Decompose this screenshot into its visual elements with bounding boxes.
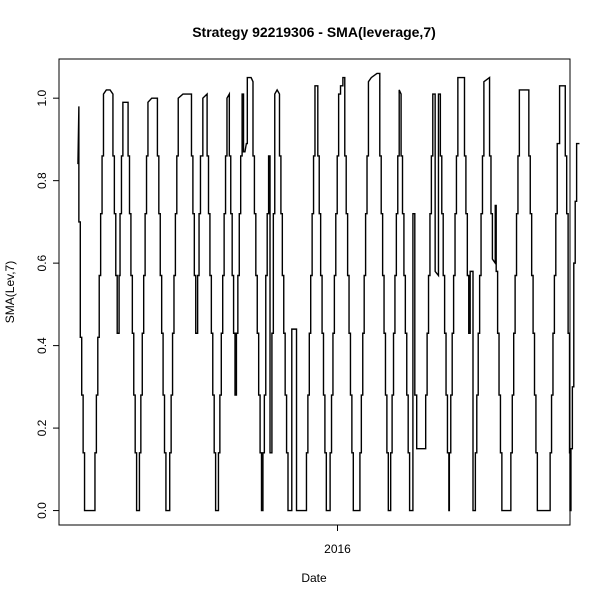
- y-tick-label: 1.0: [35, 90, 49, 107]
- chart-title: Strategy 92219306 - SMA(leverage,7): [192, 24, 436, 40]
- y-tick-label: 0.0: [35, 502, 49, 519]
- y-tick-label: 0.6: [35, 254, 49, 271]
- y-tick-label: 0.8: [35, 172, 49, 189]
- x-tick-label: 2016: [324, 542, 351, 556]
- x-axis-label: Date: [301, 571, 327, 585]
- y-tick-label: 0.2: [35, 419, 49, 436]
- y-axis: 0.0 0.2 0.4 0.6 0.8 1.0: [35, 90, 60, 519]
- y-tick-label: 0.4: [35, 337, 49, 354]
- y-axis-label: SMA(Lev,7): [3, 261, 17, 323]
- x-axis: 2016: [324, 525, 351, 556]
- series-line: [77, 72, 580, 512]
